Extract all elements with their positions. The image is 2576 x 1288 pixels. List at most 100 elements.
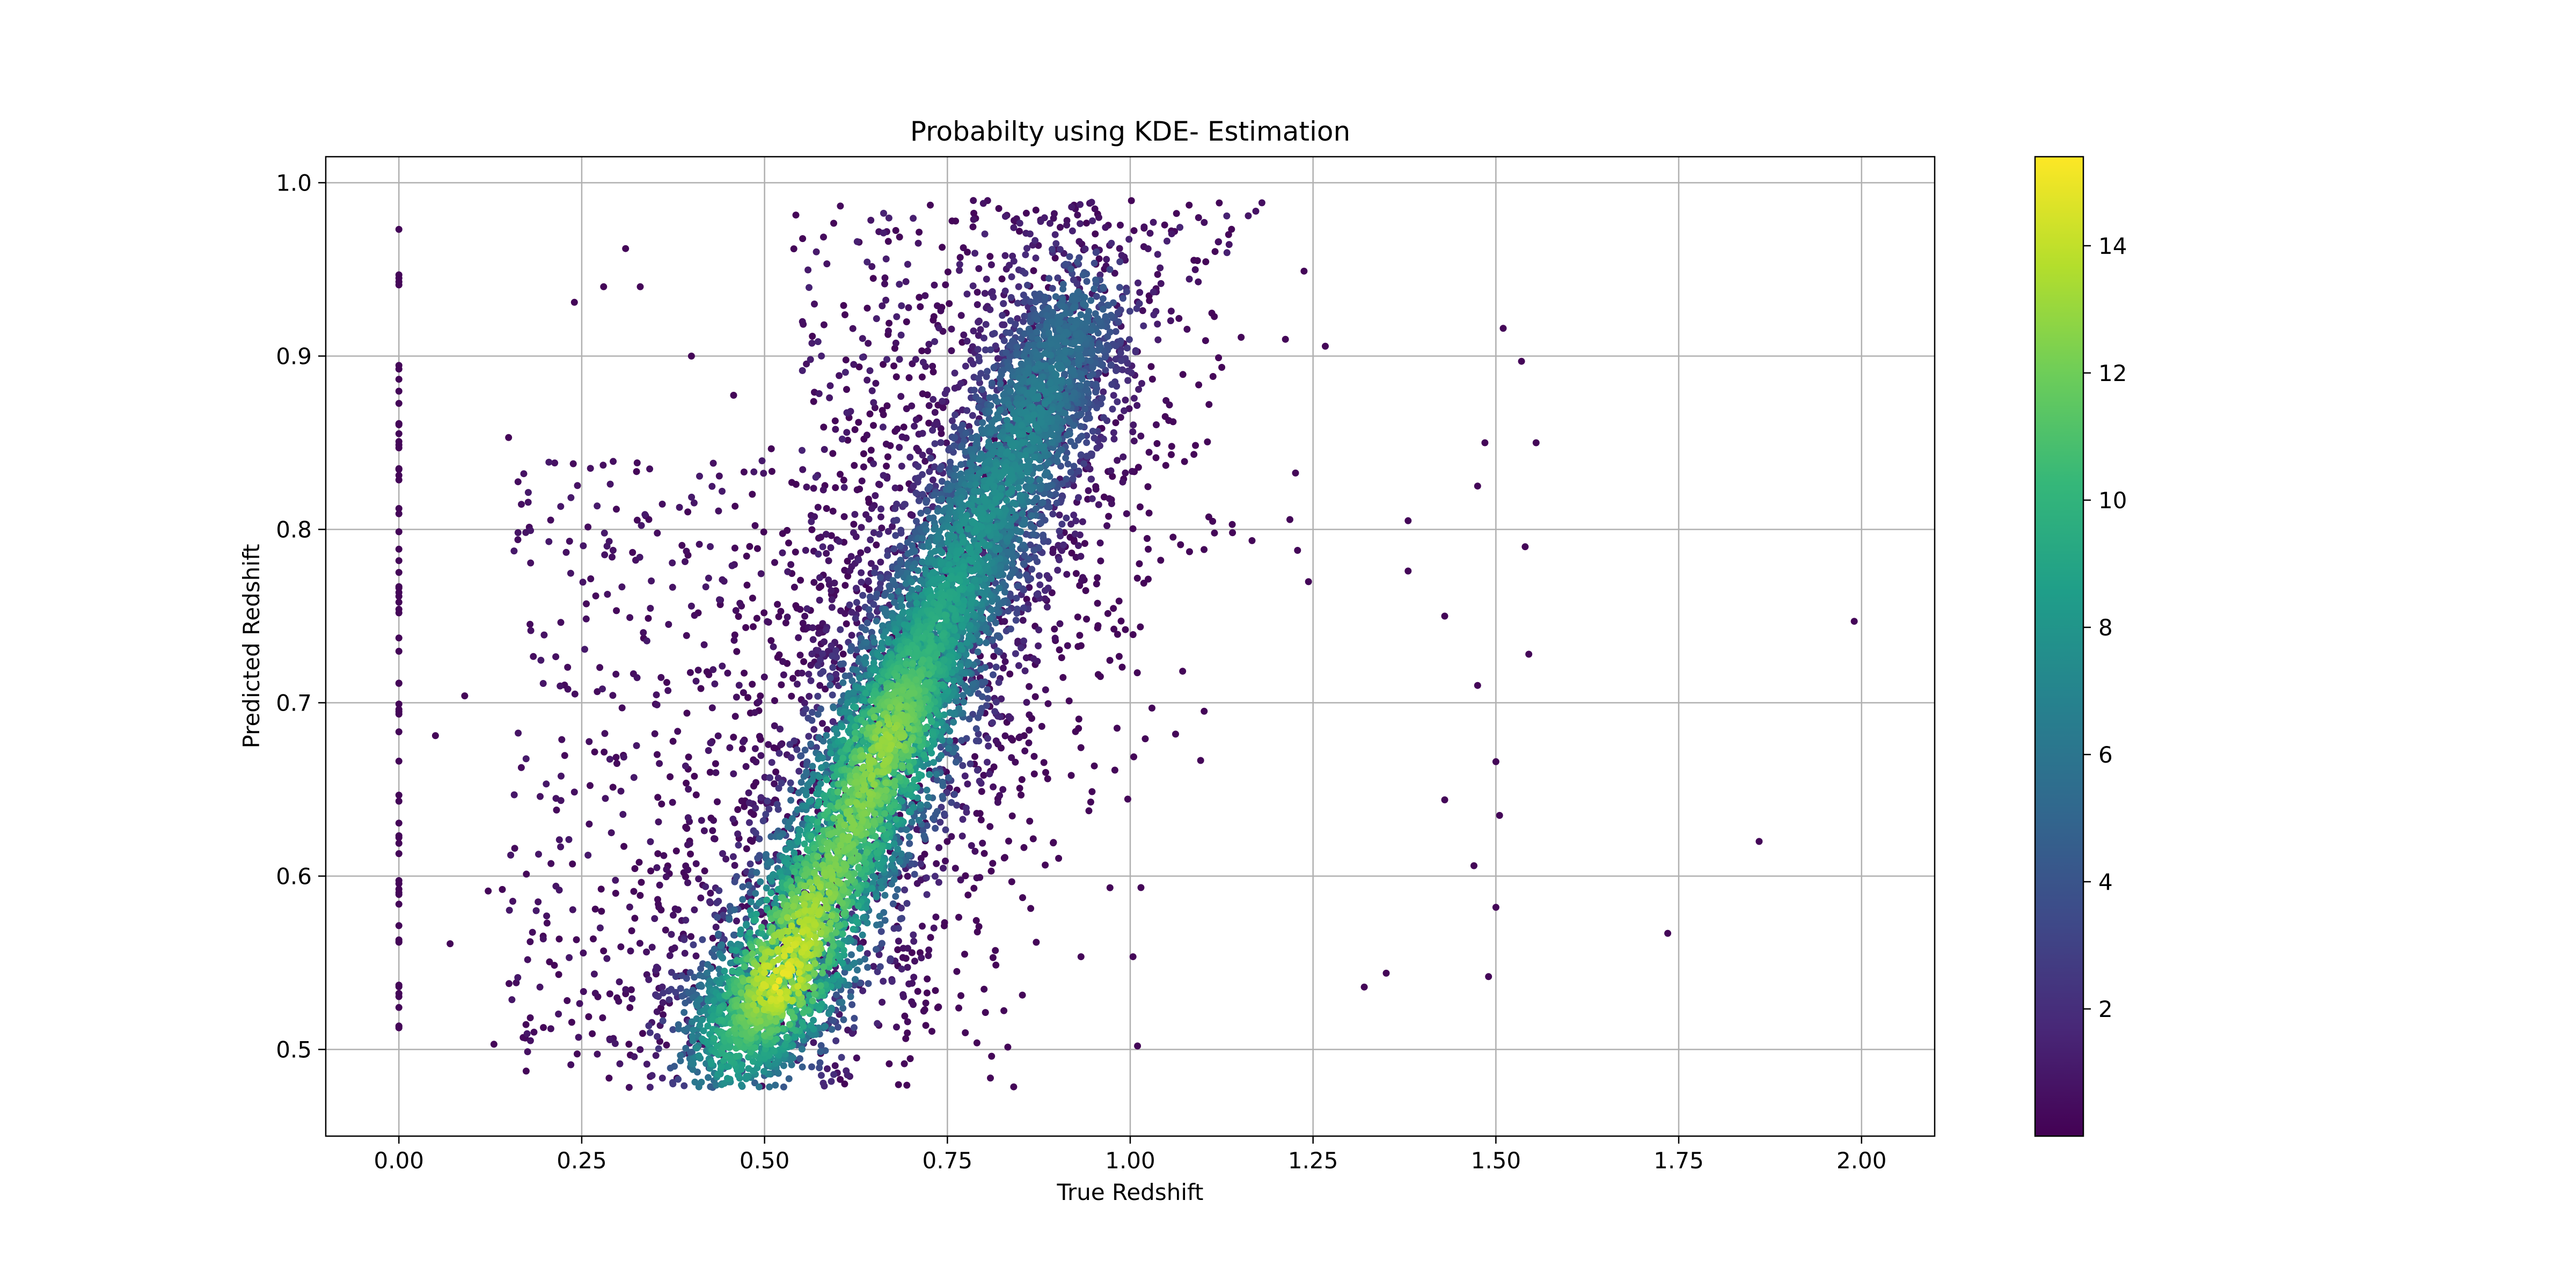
scatter-point [395, 885, 402, 893]
scatter-point [609, 692, 617, 699]
scatter-point [1004, 1043, 1012, 1051]
scatter-point [955, 1004, 962, 1012]
scatter-point [814, 662, 822, 669]
scatter-point [591, 748, 598, 756]
scatter-point [972, 917, 980, 924]
scatter-point [793, 746, 801, 753]
scatter-point [663, 679, 670, 686]
scatter-point [395, 376, 402, 383]
scatter-point [1122, 397, 1129, 404]
scatter-point [974, 928, 981, 935]
scatter-point [984, 758, 991, 766]
scatter-point [760, 470, 767, 477]
scatter-point [989, 719, 996, 727]
scatter-point [914, 463, 922, 470]
scatter-point [891, 345, 898, 352]
scatter-point [1007, 387, 1014, 395]
scatter-point [1076, 632, 1084, 639]
scatter-point [764, 618, 771, 625]
scatter-point [729, 853, 737, 860]
scatter-point [1292, 469, 1299, 477]
scatter-point [990, 364, 998, 371]
scatter-point [1108, 361, 1115, 369]
scatter-point [841, 567, 848, 574]
scatter-point [970, 216, 977, 223]
scatter-point [768, 467, 775, 475]
scatter-point [705, 671, 713, 678]
scatter-point [1129, 953, 1137, 961]
scatter-point [807, 677, 815, 684]
scatter-point [975, 265, 983, 272]
scatter-point [894, 886, 901, 893]
scatter-point [830, 704, 837, 712]
scatter-point [829, 691, 836, 699]
scatter-point [850, 529, 857, 537]
scatter-point [558, 736, 566, 743]
scatter-point [819, 486, 827, 494]
scatter-point [887, 957, 894, 964]
scatter-point [1014, 582, 1021, 590]
scatter-point [991, 708, 999, 715]
scatter-point [901, 1060, 908, 1067]
scatter-point [1162, 462, 1169, 469]
scatter-point [663, 1041, 670, 1049]
scatter-point [775, 613, 782, 620]
scatter-point [900, 423, 908, 431]
scatter-point [862, 626, 869, 633]
scatter-point [731, 631, 738, 639]
scatter-point [1100, 388, 1107, 396]
scatter-point [517, 764, 525, 771]
scatter-point [956, 261, 963, 268]
scatter-point [686, 669, 694, 676]
scatter-point [753, 869, 760, 876]
scatter-point [730, 770, 737, 778]
scatter-point [752, 779, 759, 786]
scatter-point [647, 867, 655, 875]
scatter-point [957, 380, 964, 387]
scatter-point [830, 219, 837, 227]
scatter-point [770, 643, 777, 650]
scatter-point [786, 741, 794, 748]
scatter-point [687, 850, 694, 858]
scatter-point [1043, 312, 1051, 319]
scatter-point [771, 697, 778, 704]
scatter-point [1070, 463, 1078, 470]
scatter-point [653, 963, 660, 971]
scatter-point [980, 850, 988, 857]
scatter-point [557, 503, 565, 510]
scatter-point [970, 386, 978, 394]
scatter-point [757, 752, 765, 759]
scatter-point [395, 569, 402, 576]
scatter-point [719, 576, 726, 583]
scatter-point [863, 546, 871, 554]
scatter-point [1282, 335, 1289, 343]
scatter-point [1114, 398, 1121, 406]
scatter-point [863, 619, 871, 627]
scatter-point [754, 854, 762, 862]
scatter-point [904, 873, 911, 880]
scatter-point [395, 700, 402, 708]
scatter-point [896, 444, 903, 451]
scatter-point [581, 646, 588, 653]
scatter-point [1040, 759, 1048, 766]
scatter-point [1071, 339, 1078, 346]
scatter-point [655, 1045, 662, 1052]
scatter-point [518, 501, 525, 508]
scatter-point [1083, 439, 1091, 447]
scatter-point [951, 384, 958, 392]
scatter-point [968, 842, 975, 850]
scatter-point [731, 878, 738, 885]
scatter-point [865, 495, 872, 503]
scatter-point [923, 989, 931, 997]
scatter-point [1150, 311, 1158, 319]
scatter-point [625, 1041, 633, 1048]
scatter-point [859, 354, 866, 361]
scatter-point [1229, 529, 1236, 537]
scatter-point [910, 938, 918, 945]
scatter-point [1074, 613, 1081, 621]
scatter-point [685, 753, 692, 761]
scatter-point [885, 319, 893, 327]
scatter-point [808, 526, 816, 533]
scatter-point [1167, 308, 1175, 315]
scatter-point [1153, 421, 1160, 428]
